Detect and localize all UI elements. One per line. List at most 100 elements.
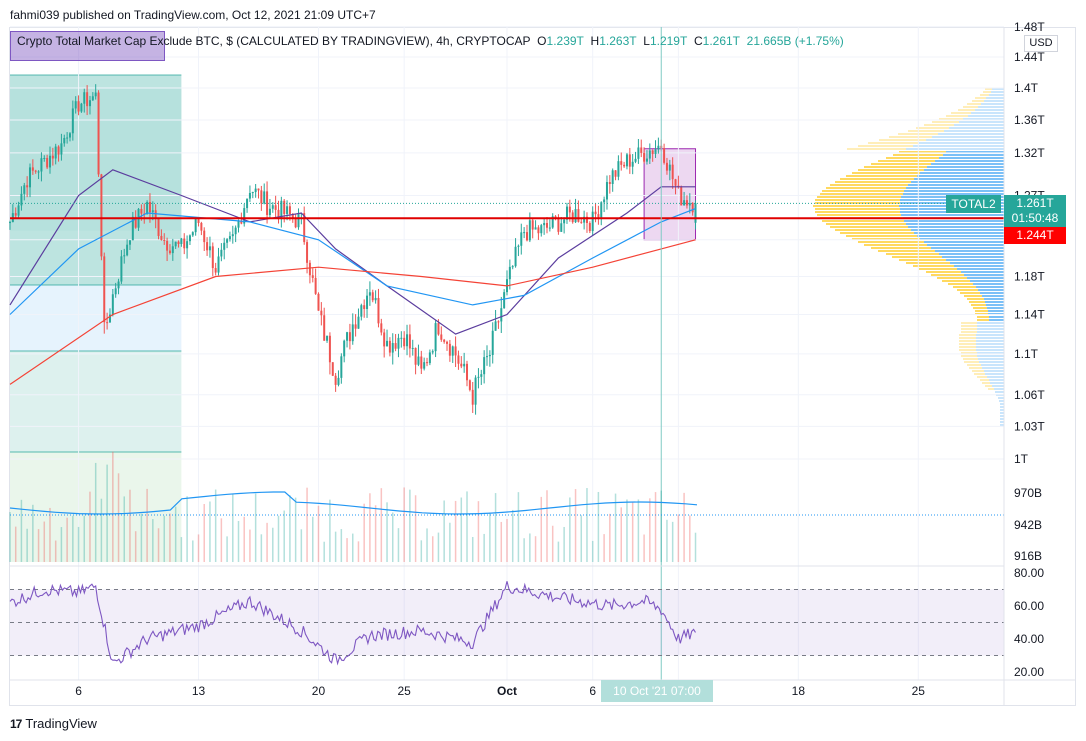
candle-body <box>628 154 631 167</box>
candle-body <box>214 268 217 273</box>
candle-body <box>286 206 289 214</box>
candle-body <box>497 321 500 323</box>
time-tick-label: 6 <box>589 684 596 698</box>
candle-body <box>631 161 634 167</box>
candle-body <box>188 235 191 242</box>
candle-body <box>351 324 354 342</box>
rsi-tick-label: 60.00 <box>1014 599 1044 613</box>
vp-bar-blue <box>920 172 1004 174</box>
vp-bar-yellow <box>977 376 987 378</box>
volume-bar <box>49 507 51 562</box>
vp-bar-yellow <box>963 106 978 108</box>
vp-bar-blue <box>917 235 1004 237</box>
vp-bar-blue <box>961 271 1004 273</box>
volume-bar <box>180 537 183 562</box>
high-value: 1.263T <box>599 34 637 48</box>
vp-bar-yellow <box>864 244 927 246</box>
candle-body <box>443 339 446 342</box>
vp-bar-blue <box>939 157 1004 159</box>
rsi-line <box>9 581 696 666</box>
candle-body <box>20 193 23 206</box>
candle-body <box>331 362 334 376</box>
vp-bar-yellow <box>973 307 987 309</box>
candle-body <box>94 92 97 97</box>
candle-body <box>260 190 263 204</box>
candle-body <box>34 170 37 172</box>
vp-bar-blue <box>943 154 1004 156</box>
candle-body <box>328 335 331 363</box>
candle-body <box>411 347 414 349</box>
volume-bar <box>483 533 485 562</box>
volume-bar <box>374 505 377 562</box>
candle-body <box>685 200 688 206</box>
candle-body <box>691 203 694 213</box>
candle-body <box>257 188 260 191</box>
footer-brand[interactable]: 17 TradingView <box>10 716 97 731</box>
hline-price-tag: 1.244T <box>1004 227 1066 244</box>
candle-body <box>400 337 403 339</box>
volume-bar <box>471 536 474 562</box>
candle-body <box>488 354 491 357</box>
candle-body <box>417 356 420 365</box>
candle-body <box>474 377 477 405</box>
volume-bar <box>94 462 97 562</box>
volume-bar <box>9 512 11 562</box>
volume-bar <box>312 516 314 562</box>
candle-body <box>343 340 346 357</box>
candle-body <box>651 150 654 154</box>
volume-bar <box>203 504 205 562</box>
vp-bar-yellow <box>961 355 977 357</box>
candle-body <box>291 214 294 219</box>
candle-body <box>86 92 89 107</box>
volume-bar <box>60 527 63 562</box>
candle-body <box>354 324 357 329</box>
volume-bar <box>426 528 428 562</box>
currency-button[interactable]: USD <box>1024 35 1058 52</box>
candle-body <box>514 246 517 267</box>
candle-body <box>43 158 46 160</box>
price-tick-label: 1.1T <box>1014 347 1039 361</box>
vp-bar-blue <box>988 310 1004 312</box>
zone-band-low <box>10 351 182 452</box>
volume-bar <box>437 532 440 562</box>
candle-body <box>545 222 548 228</box>
candle-body <box>160 235 163 240</box>
volume-bar <box>626 499 628 562</box>
chart-legend[interactable]: Crypto Total Market Cap Exclude BTC, $ (… <box>17 34 844 48</box>
candle-body <box>228 236 231 240</box>
tradingview-logo-icon: 17 <box>10 716 22 731</box>
vp-bar-blue <box>1000 403 1004 405</box>
candle-body <box>543 222 546 226</box>
vp-bar-yellow <box>858 169 924 171</box>
time-tick-label: 25 <box>397 684 411 698</box>
candle-body <box>146 201 149 215</box>
candle-body <box>346 332 349 341</box>
volume-bar <box>300 529 303 562</box>
vp-bar-blue <box>963 118 1004 120</box>
moving-average-line-2 <box>9 239 696 385</box>
candle-body <box>440 334 443 340</box>
candle-body <box>180 238 183 244</box>
volume-bar <box>677 514 680 562</box>
vp-bar-yellow <box>830 184 908 186</box>
candle-body <box>560 223 563 232</box>
vp-bar-yellow <box>908 130 944 132</box>
vp-bar-yellow <box>858 241 924 243</box>
candle-body <box>383 332 386 347</box>
vp-bar-blue <box>976 343 1004 345</box>
candle-body <box>611 170 614 184</box>
last-price: 1.261T <box>1016 196 1054 210</box>
candle-body <box>80 103 83 112</box>
vp-bar-blue <box>978 289 1004 291</box>
volume-bar <box>123 496 126 562</box>
vp-bar-yellow <box>948 283 973 285</box>
candle-body <box>68 133 71 138</box>
volume-bar <box>112 451 114 562</box>
volume-bar <box>540 496 543 562</box>
volume-bar <box>500 521 503 562</box>
volume-bar <box>517 492 520 562</box>
vp-bar-blue <box>984 370 1004 372</box>
vp-bar-blue <box>980 292 1004 294</box>
vp-bar-blue <box>904 220 1004 222</box>
